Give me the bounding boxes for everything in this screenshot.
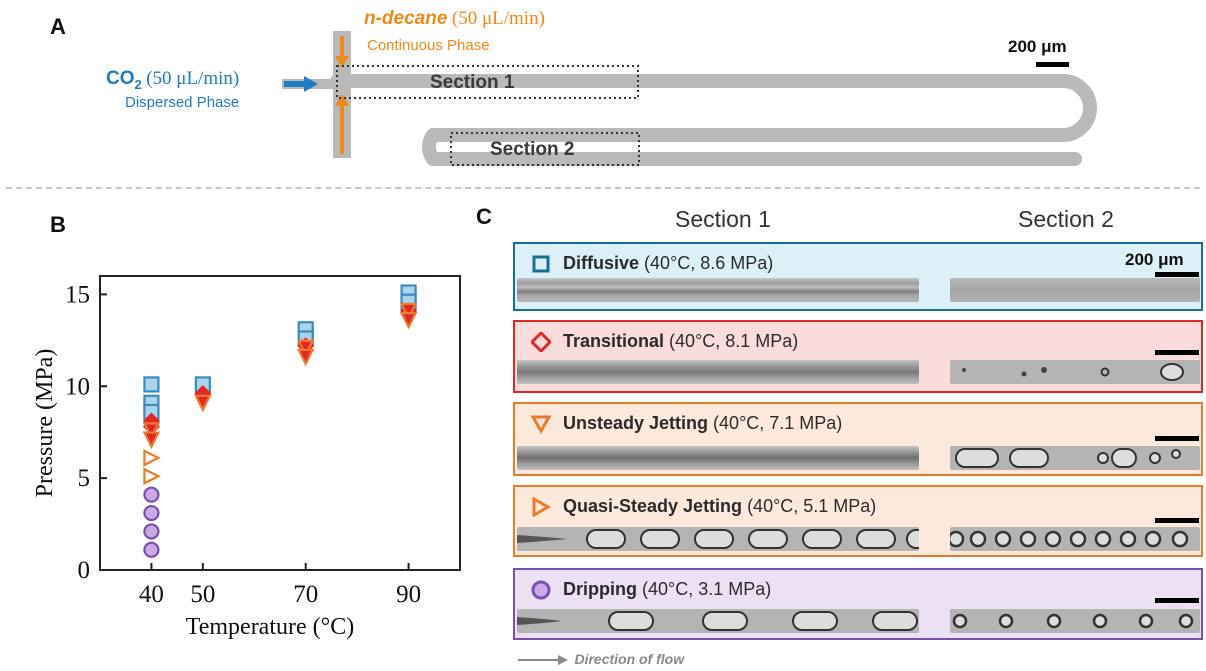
panel-divider [6,187,1200,189]
micrograph-section-2 [950,527,1200,551]
plot-frame [99,275,461,571]
marker-triangle-down [399,311,418,330]
y-tick-label: 0 [78,557,91,584]
co2-phase: Dispersed Phase [125,94,240,111]
regime-label: Diffusive (40°C, 8.6 MPa) [563,253,774,273]
y-tick-label: 15 [65,281,90,308]
co2-label: CO2 (50 μL/min) [106,68,239,92]
x-tick-label: 40 [139,581,164,608]
section-2-label: Section 2 [490,139,575,160]
marker-circle [143,541,160,558]
regime-quasi-steady-jetting: Quasi-Steady Jetting (40°C, 5.1 MPa) [513,485,1203,557]
scale-bar [1155,436,1199,441]
micrograph-section-1 [517,609,919,633]
marker-circle [143,523,160,540]
x-tick-label: 50 [190,581,215,608]
marker-triangle-down [142,431,161,449]
col-title-section-1: Section 1 [675,206,771,232]
micrograph-section-2 [950,360,1200,384]
micrograph-section-1 [517,527,919,551]
x-axis-title: Temperature (°C) [186,614,355,640]
micrograph-section-2 [950,609,1200,633]
scale-bar [1155,272,1199,277]
regime-transitional: Transitional (40°C, 8.1 MPa) [513,320,1203,393]
panel-b-letter: B [50,212,66,237]
micrograph-section-2 [950,278,1200,302]
decane-rate: (50 μL/min) [451,8,545,29]
micrograph-section-1 [517,446,919,470]
scale-label-a: 200 μm [1008,37,1067,56]
col-title-section-2: Section 2 [1018,206,1114,232]
scale-bar [1155,598,1199,603]
microchannel-diagram [282,31,1097,166]
decane-label: n-decane (50 μL/min) [364,8,545,30]
arrow-right-icon [518,654,568,665]
marker-triangle-down [296,339,315,358]
marker-triangle-right [143,449,161,467]
scale-bar [1155,518,1199,523]
section-1-label: Section 1 [430,72,515,93]
micrograph-section-1 [517,360,919,384]
scale-bar [1155,350,1199,355]
regime-label: Unsteady Jetting (40°C, 7.1 MPa) [563,413,843,433]
y-axis-title: Pressure (MPa) [32,349,58,498]
co2-subscript: 2 [134,76,142,92]
marker-circle [143,486,160,503]
regime-dripping: Dripping (40°C, 3.1 MPa) [513,568,1203,640]
regime-label: Dripping (40°C, 3.1 MPa) [563,579,772,599]
co2-rate: (50 μL/min) [146,68,240,89]
marker-square [143,376,160,393]
panel-c-letter: C [476,204,492,229]
x-tick-label: 70 [293,581,318,608]
micrograph-section-2 [950,446,1200,470]
circle-icon [531,580,551,600]
marker-triangle-down [399,302,418,321]
direction-label: Direction of flow [574,651,685,667]
co2-name: CO [106,68,135,89]
y-tick-label: 5 [78,465,91,492]
decane-name: n-decane [364,8,448,29]
marker-triangle-down [296,348,315,367]
marker-triangle-down [142,422,161,440]
x-tick-label: 90 [396,581,421,608]
marker-triangle-down [194,394,212,413]
regime-label: Quasi-Steady Jetting (40°C, 5.1 MPa) [563,496,877,516]
regime-diffusive: Diffusive (40°C, 8.6 MPa) 200 μm [513,242,1203,311]
regime-unsteady-jetting: Unsteady Jetting (40°C, 7.1 MPa) [513,402,1203,476]
y-tick-label: 10 [65,373,90,400]
scale-label-c: 200 μm [1125,250,1184,269]
triangle-right-icon [532,497,551,517]
micrograph-section-1 [517,278,919,302]
diamond-icon [531,332,551,352]
square-icon [532,255,550,273]
flow-direction: Direction of flow [516,651,684,669]
pressure-temperature-chart: 0 5 10 15 40 50 70 90 Temperature (°C) Pressure (… [32,275,461,640]
marker-triangle-right [143,467,161,486]
regime-label: Transitional (40°C, 8.1 MPa) [563,331,799,351]
decane-phase: Continuous Phase [367,37,490,54]
triangle-down-icon [531,415,551,434]
panel-a-letter: A [50,14,66,39]
marker-circle [143,504,160,522]
